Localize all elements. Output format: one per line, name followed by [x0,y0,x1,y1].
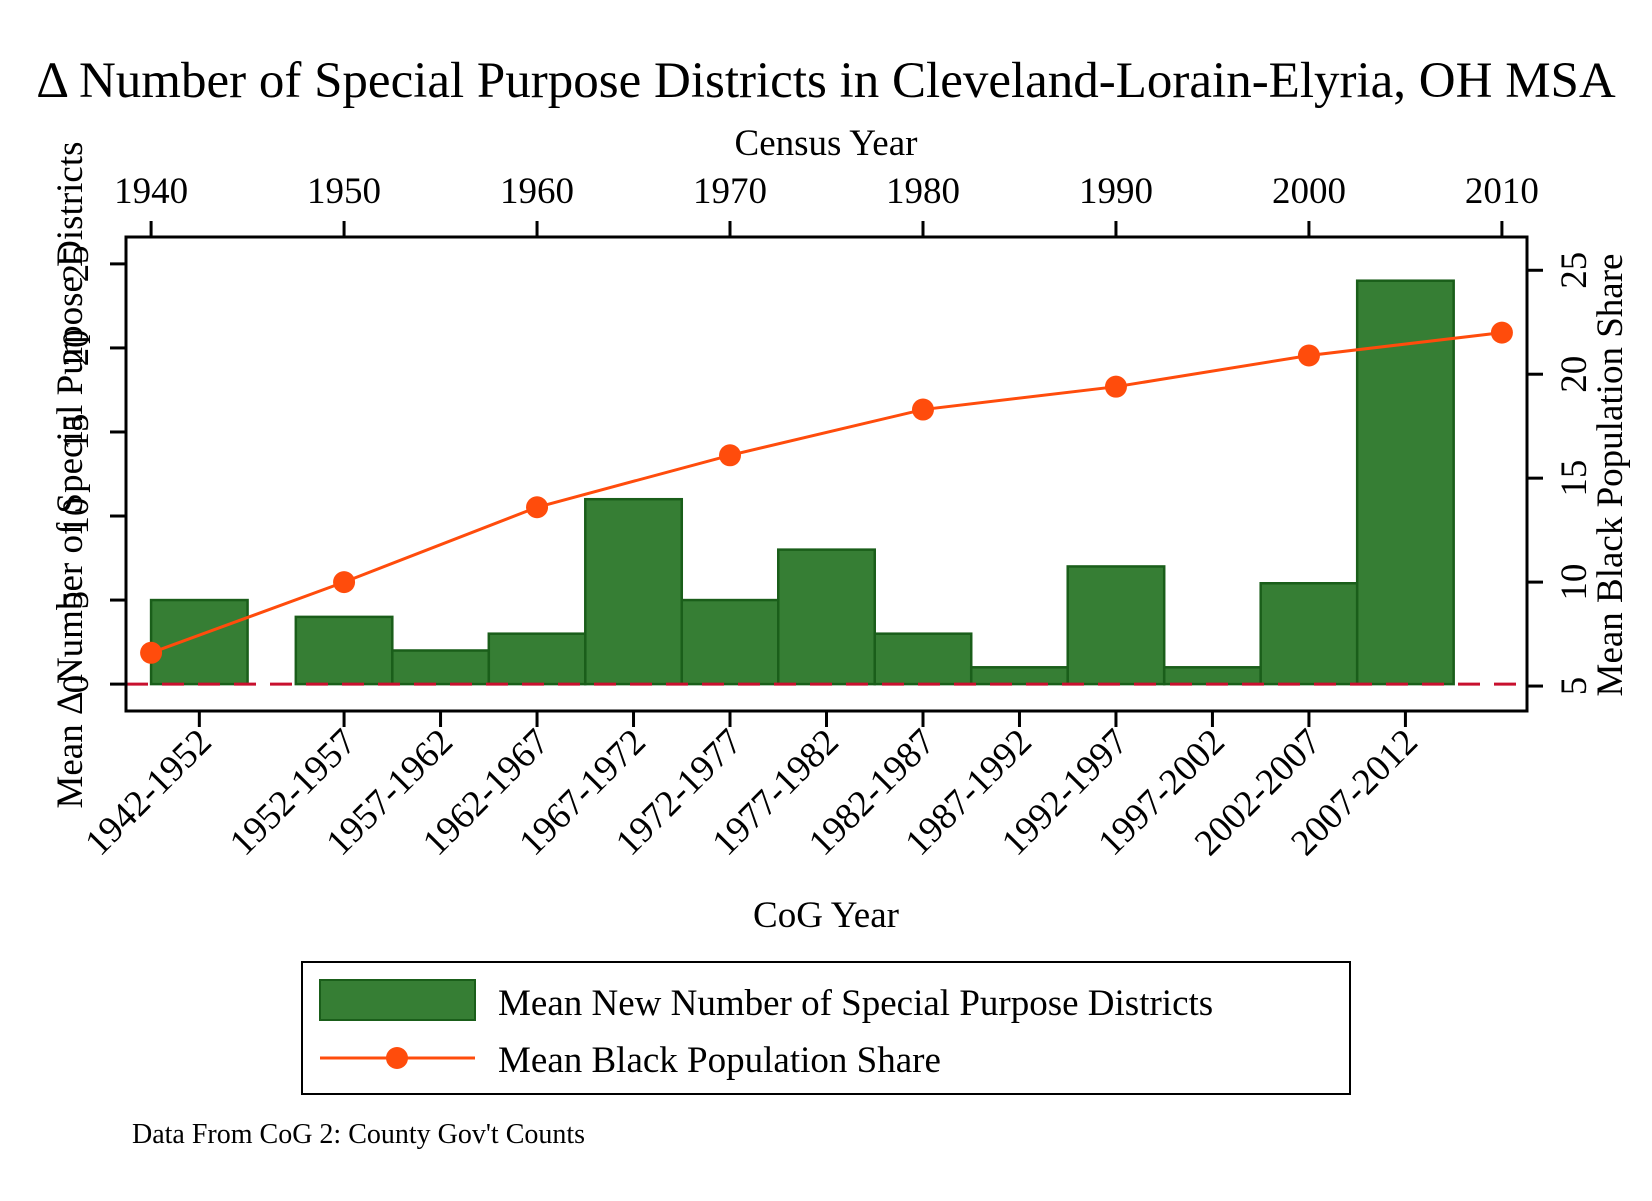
bar-1942-1952 [149,598,249,686]
y-right-tick-label: 15 [1554,460,1595,497]
y-right-tick-label: 20 [1554,356,1595,393]
bar-1972-1977 [680,598,780,686]
line-point-1990 [1104,375,1127,398]
x-top-tick-label: 2010 [1465,171,1539,212]
line-point-1960 [526,496,549,519]
bar-1977-1982 [777,548,876,686]
bar-1957-1962 [391,649,491,686]
source-note: Data From CoG 2: County Gov't Counts [132,1119,585,1150]
y-left-tick-label: 15 [56,413,97,450]
legend: Mean New Number of Special Purpose Distr… [301,961,1351,1095]
y-left-tick-label: 10 [56,498,97,535]
bar-1967-1972 [584,497,684,686]
bar-series [149,279,1455,686]
y-left-axis-label: Mean Δ Number of Special Purpose Distric… [50,141,91,808]
line-point-1940 [140,641,163,664]
line-point-1970 [719,444,742,467]
x-top-tick-label: 1970 [693,171,767,212]
chart-title: Δ Number of Special Purpose Districts in… [36,53,1616,109]
y-left-tick-label: 0 [56,675,97,694]
bar-1992-1997 [1066,565,1166,686]
y-right-tick-label: 5 [1554,677,1595,696]
legend-line-marker [386,1047,408,1069]
y-left-tick-label: 25 [56,245,97,282]
line-point-1980 [911,398,934,421]
line-series [140,321,1513,664]
line-point-1950 [333,571,356,594]
line-point-2000 [1297,344,1320,367]
x-top-tick-label: 1940 [114,171,188,212]
legend-bar-swatch [319,979,476,1021]
bar-1982-1987 [873,632,973,686]
x-top-tick-label: 1960 [500,171,574,212]
bar-1987-1992 [969,666,1069,686]
x-bottom-axis: 1942-1952 1952-19571957-19621962-19671967… [77,711,1426,864]
y-left-tick-label: 20 [56,329,97,366]
x-top-tick-label: 1950 [307,171,381,212]
x-top-axis-label: Census Year [735,123,918,164]
y-right-tick-label: 10 [1554,564,1595,601]
legend-line-label: Mean Black Population Share [498,1040,941,1081]
bar-1997-2002 [1162,666,1262,686]
y-right-axis-label: Mean Black Population Share [1590,254,1631,697]
y-right-axis: 5 10 15 20 25 [1527,252,1595,696]
x-bottom-tick-label: 1942-1952 [77,721,219,863]
x-top-tick-label: 1990 [1079,171,1153,212]
bar-1952-1957 [294,615,394,686]
x-bottom-axis-label: CoG Year [753,895,899,936]
legend-bar-label: Mean New Number of Special Purpose Distr… [498,983,1213,1024]
bar-1962-1967 [487,632,587,686]
x-top-tick-label: 2000 [1272,171,1346,212]
line-point-2010 [1490,321,1513,344]
legend-frame [301,961,1351,1095]
x-top-tick-label: 1980 [886,171,960,212]
bar-2002-2007 [1259,582,1359,686]
y-left-tick-label: 5 [56,591,97,610]
y-right-tick-label: 25 [1554,252,1595,289]
y-left-axis: 0 5 10 15 20 25 [56,245,126,693]
line-path [150,331,1503,655]
x-top-axis: 1940 1950 1960 1970 1980 1990 2000 2010 [114,171,1539,237]
